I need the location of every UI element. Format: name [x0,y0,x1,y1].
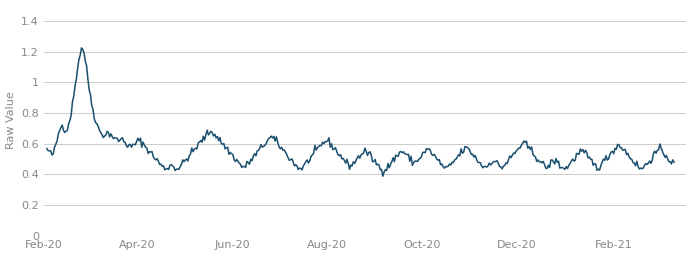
Y-axis label: Raw Value: Raw Value [6,92,15,150]
